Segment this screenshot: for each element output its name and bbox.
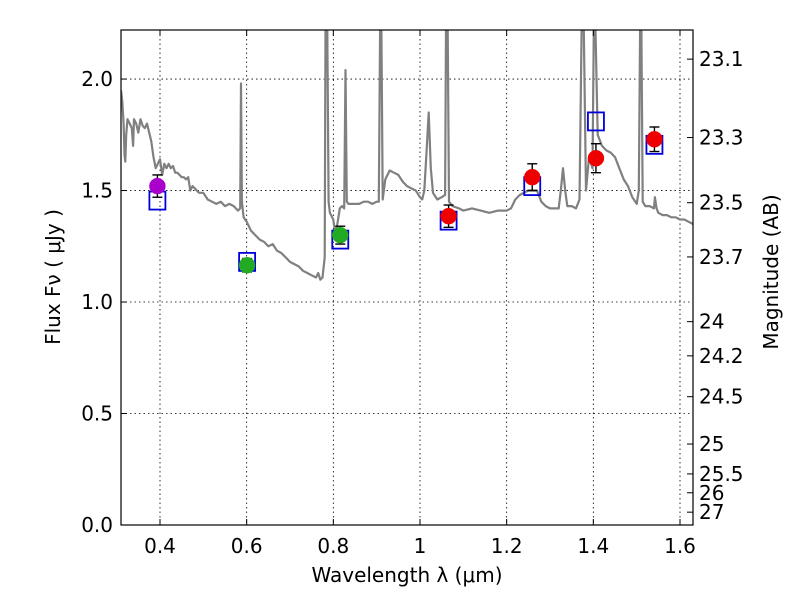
observed-photometry-point [523, 168, 541, 186]
x-tick-label: 1.6 [664, 534, 696, 558]
observed-photometry-point [149, 177, 166, 195]
y-tick-label: 0.5 [81, 402, 113, 426]
grid [121, 30, 693, 526]
magnitude-tick-label: 23.7 [699, 245, 744, 269]
magnitude-tick-label: 27 [699, 500, 724, 524]
x-axis-title: Wavelength λ (μm) [311, 563, 502, 587]
x-axis-ticks: 0.4 0.6 0.8 1 1.2 1.4 1.6 [144, 30, 696, 558]
magnitude-tick-label: 25 [699, 432, 724, 456]
magnitude-tick-label: 25.5 [699, 462, 744, 486]
magnitude-axis-title: Magnitude (AB) [759, 194, 783, 349]
x-tick-label: 0.4 [144, 534, 176, 558]
y-tick-label: 1.5 [81, 179, 113, 203]
y-tick-label: 1.0 [81, 290, 113, 314]
observed-photometry-point [587, 149, 605, 167]
x-tick-label: 1 [414, 534, 427, 558]
magnitude-tick-label: 23.5 [699, 191, 744, 215]
x-tick-label: 0.6 [231, 534, 263, 558]
x-tick-label: 0.8 [317, 534, 349, 558]
magnitude-tick-label: 24.2 [699, 344, 744, 368]
model-spectrum-layer [121, 30, 693, 281]
magnitude-tick-label: 23.1 [699, 47, 744, 71]
y-tick-label: 0.0 [81, 513, 113, 537]
model-spectrum-line [121, 30, 693, 281]
magnitude-tick-label: 24 [699, 310, 724, 334]
observed-photometry-point [440, 207, 457, 225]
y-axis-title: Flux Fν ( μJy ) [41, 209, 65, 345]
magnitude-tick-label: 23.3 [699, 126, 744, 150]
y-axis-ticks: 0.0 0.5 1.0 1.5 2.0 [81, 67, 127, 537]
plot-frame [120, 29, 694, 526]
y-tick-label: 2.0 [81, 67, 113, 91]
x-tick-label: 1.2 [491, 534, 523, 558]
magnitude-tick-label: 26 [699, 481, 724, 505]
observed-photometry-layer [149, 126, 663, 274]
observed-photometry-point [646, 131, 663, 148]
model-photometry-marker [587, 111, 605, 132]
observed-photometry-point [238, 256, 256, 274]
observed-photometry-point [332, 226, 349, 244]
x-tick-label: 1.4 [577, 534, 609, 558]
magnitude-tick-label: 24.5 [699, 385, 744, 409]
